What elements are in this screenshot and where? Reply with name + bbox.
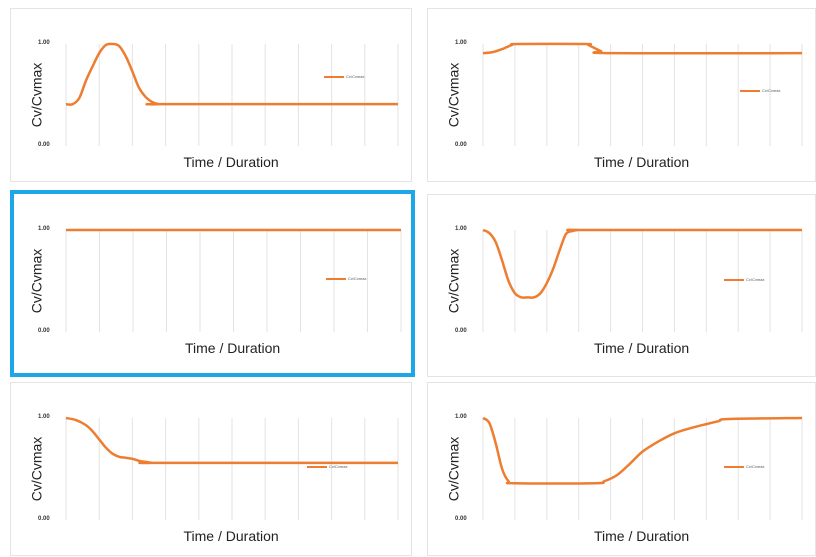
x-axis-label: Time / Duration	[594, 340, 690, 356]
legend-label: Cv/Cvmax	[746, 277, 765, 282]
chart-panel-selected[interactable]: 1.00 0.00 Cv/Cvmax Time / Duration Cv/Cvmax	[10, 190, 415, 377]
chart-panel[interactable]: 1.00 0.00 Cv/Cvmax Time / Duration Cv/Cvmax	[427, 382, 816, 556]
plot-area	[65, 416, 399, 520]
legend-swatch	[324, 75, 344, 78]
legend[interactable]: Cv/Cvmax	[724, 277, 764, 282]
chart-panel[interactable]: 1.00 0.00 Cv/Cvmax Time / Duration Cv/Cvmax	[10, 8, 412, 182]
x-axis-label: Time / Duration	[183, 528, 279, 544]
y-tick-label-max: 1.00	[455, 414, 467, 420]
y-tick-label-max: 1.00	[38, 226, 50, 232]
y-tick-label-min: 0.00	[455, 328, 467, 334]
legend-swatch	[724, 278, 744, 281]
legend-swatch	[724, 465, 744, 468]
legend[interactable]: Cv/Cvmax	[326, 276, 366, 281]
legend-label: Cv/Cvmax	[348, 276, 367, 281]
y-axis-label: Cv/Cvmax	[444, 436, 461, 502]
chart-panel[interactable]: 1.00 0.00 Cv/Cvmax Time / Duration Cv/Cvmax	[427, 8, 816, 182]
legend-label: Cv/Cvmax	[346, 74, 365, 79]
legend[interactable]: Cv/Cvmax	[324, 74, 364, 79]
y-axis-label: Cv/Cvmax	[27, 62, 44, 128]
y-axis-label: Cv/Cvmax	[27, 436, 44, 502]
y-tick-label-max: 1.00	[455, 226, 467, 232]
chart-panel[interactable]: 1.00 0.00 Cv/Cvmax Time / Duration Cv/Cvmax	[427, 194, 816, 377]
plot-area	[65, 42, 399, 146]
legend-label: Cv/Cvmax	[762, 88, 781, 93]
y-tick-label-max: 1.00	[38, 414, 50, 420]
plot-area	[65, 228, 402, 332]
plot-area	[482, 416, 803, 520]
series-line	[65, 42, 398, 106]
plot-area	[482, 42, 803, 146]
legend-label: Cv/Cvmax	[746, 464, 765, 469]
x-axis-label: Time / Duration	[183, 154, 279, 170]
y-tick-label-min: 0.00	[455, 142, 467, 148]
y-tick-label-min: 0.00	[38, 142, 50, 148]
plot-area	[482, 228, 803, 332]
x-axis-label: Time / Duration	[594, 528, 690, 544]
series-line	[482, 42, 803, 55]
legend-swatch	[307, 465, 327, 468]
legend[interactable]: Cv/Cvmax	[740, 88, 780, 93]
legend-swatch	[326, 277, 346, 280]
legend[interactable]: Cv/Cvmax	[724, 464, 764, 469]
y-tick-label-max: 1.00	[38, 40, 50, 46]
legend-label: Cv/Cvmax	[329, 464, 348, 469]
legend[interactable]: Cv/Cvmax	[307, 464, 347, 469]
y-tick-label-min: 0.00	[38, 328, 50, 334]
y-tick-label-min: 0.00	[38, 516, 50, 522]
y-tick-label-max: 1.00	[455, 40, 467, 46]
legend-swatch	[740, 89, 760, 92]
y-axis-label: Cv/Cvmax	[444, 248, 461, 314]
series-line	[482, 416, 803, 485]
x-axis-label: Time / Duration	[185, 340, 281, 356]
series-line	[65, 416, 398, 465]
y-tick-label-min: 0.00	[455, 516, 467, 522]
y-axis-label: Cv/Cvmax	[444, 62, 461, 128]
chart-panel[interactable]: 1.00 0.00 Cv/Cvmax Time / Duration Cv/Cvmax	[10, 382, 412, 556]
series-line	[482, 228, 802, 299]
x-axis-label: Time / Duration	[594, 154, 690, 170]
y-axis-label: Cv/Cvmax	[27, 248, 44, 314]
